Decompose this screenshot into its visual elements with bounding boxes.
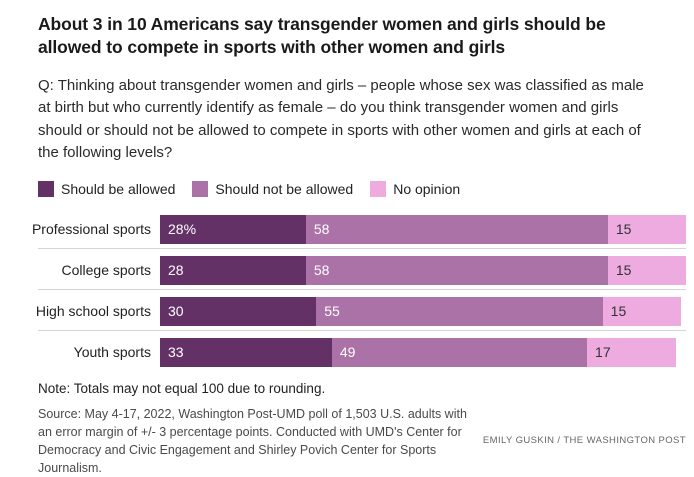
legend-label: Should be allowed <box>61 180 176 197</box>
category-label: Youth sports <box>73 344 151 361</box>
legend-item: Should not be allowed <box>192 180 354 197</box>
legend-item: No opinion <box>370 180 461 197</box>
legend-swatch-icon <box>370 180 387 197</box>
legend: Should be allowed Should not be allowed No… <box>38 180 686 197</box>
note-text: Note: Totals may not equal 100 due to ro… <box>38 380 326 396</box>
bar-segment: 28 <box>160 255 306 285</box>
question-text: Q: Thinking about transgender women and … <box>38 76 644 162</box>
bar-segment: 17 <box>587 337 676 367</box>
bar-segment: 30 <box>160 296 317 326</box>
table-row: College sports 28 58 15 <box>38 255 686 285</box>
category-label: High school sports <box>35 303 151 320</box>
bar-segment: 15 <box>607 214 686 244</box>
legend-label: Should not be allowed <box>215 180 354 197</box>
legend-swatch-icon <box>38 180 54 197</box>
table-row: High school sports 30 55 15 <box>35 296 686 326</box>
bar-group: 30 55 15 <box>160 296 686 326</box>
bar-segment: 33 <box>160 337 332 367</box>
row-separator <box>38 247 686 249</box>
legend-item: Should be allowed <box>38 180 176 197</box>
source-text: Source: May 4-17, 2022, Washington Post-… <box>38 406 467 475</box>
legend-label: No opinion <box>393 180 461 197</box>
category-label: Professional sports <box>31 221 151 238</box>
chart-rows: Professional sports 28% 58 15 College sports… <box>31 214 686 367</box>
bar-segment: 15 <box>607 255 686 285</box>
bar-segment: 55 <box>316 296 603 326</box>
bar-segment: 15 <box>602 296 681 326</box>
legend-swatch-icon <box>192 180 209 197</box>
page-title: About 3 in 10 Americans say transgender … <box>38 14 606 58</box>
bar-group: 33 49 17 <box>160 337 686 367</box>
bar-segment: 28% <box>160 214 306 244</box>
bar-segment: 58 <box>305 214 608 244</box>
byline-credit: EMILY GUSKIN / THE WASHINGTON POST <box>482 435 686 447</box>
table-row: Professional sports 28% 58 15 <box>31 214 686 244</box>
row-separator <box>38 288 686 290</box>
table-row: Youth sports 33 49 17 <box>38 337 686 367</box>
row-separator <box>38 329 686 331</box>
footer: Source: May 4-17, 2022, Washington Post-… <box>38 405 686 477</box>
bar-group: 28% 58 15 <box>160 214 686 244</box>
category-label: College sports <box>61 262 152 279</box>
bar-segment: 58 <box>305 255 608 285</box>
bar-group: 28 58 15 <box>160 255 686 285</box>
bar-segment: 49 <box>331 337 588 367</box>
